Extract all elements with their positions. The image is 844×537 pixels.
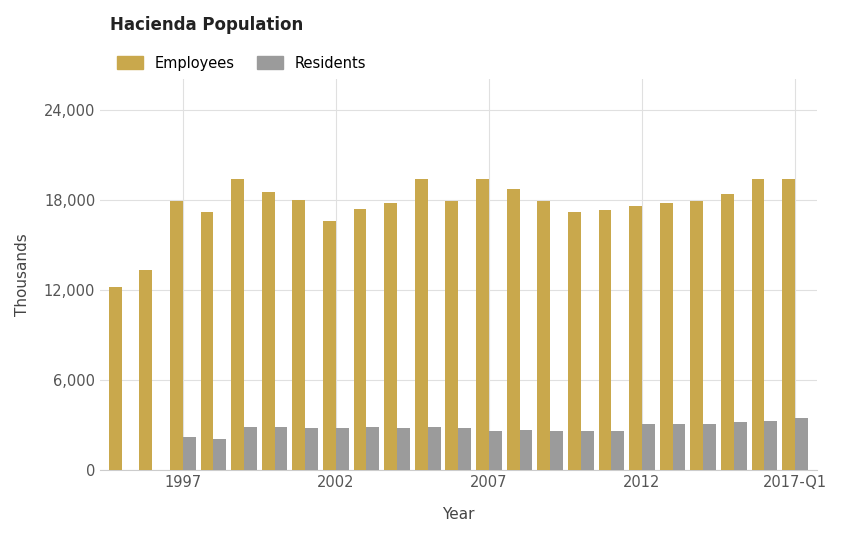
Bar <box>214 439 226 470</box>
Bar <box>323 221 336 470</box>
Bar <box>673 424 685 470</box>
Bar <box>642 424 655 470</box>
Bar <box>262 192 274 470</box>
Bar <box>581 431 593 470</box>
Bar <box>397 429 410 470</box>
Bar <box>752 179 765 470</box>
Bar <box>366 427 379 470</box>
Bar <box>489 431 502 470</box>
Bar <box>782 179 795 470</box>
Bar <box>795 418 808 470</box>
Text: Hacienda Population: Hacienda Population <box>110 16 303 34</box>
Bar <box>458 429 471 470</box>
Bar <box>292 200 306 470</box>
Bar <box>476 179 489 470</box>
Bar <box>506 189 520 470</box>
Bar <box>733 422 747 470</box>
Bar <box>568 212 581 470</box>
Bar <box>629 206 642 470</box>
Bar <box>170 201 183 470</box>
Bar <box>415 179 428 470</box>
Bar <box>384 203 397 470</box>
Legend: Employees, Residents: Employees, Residents <box>117 56 366 71</box>
Bar <box>354 209 366 470</box>
Bar <box>690 201 703 470</box>
Bar <box>109 287 122 470</box>
Bar <box>520 430 533 470</box>
Bar <box>550 431 563 470</box>
Bar <box>446 201 458 470</box>
Bar <box>183 437 196 470</box>
Bar <box>538 201 550 470</box>
Bar <box>611 431 625 470</box>
Bar <box>765 421 777 470</box>
Bar <box>231 179 244 470</box>
Bar <box>139 271 152 470</box>
Bar <box>703 424 716 470</box>
Bar <box>598 211 611 470</box>
Bar <box>660 203 673 470</box>
Bar <box>244 427 257 470</box>
X-axis label: Year: Year <box>442 507 474 522</box>
Bar <box>306 429 318 470</box>
Bar <box>721 194 733 470</box>
Bar <box>201 212 214 470</box>
Bar <box>336 429 349 470</box>
Y-axis label: Thousands: Thousands <box>15 234 30 316</box>
Bar <box>274 427 288 470</box>
Bar <box>428 427 441 470</box>
